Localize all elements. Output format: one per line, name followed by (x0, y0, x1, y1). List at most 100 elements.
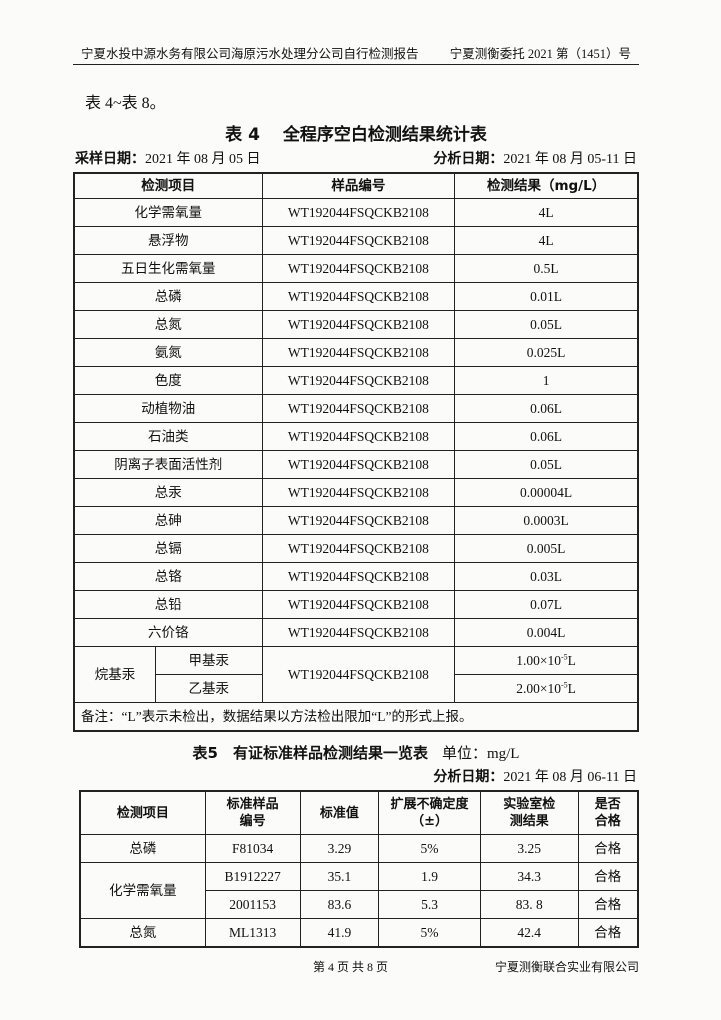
sample-cell: WT192044FSQCKB2108 (261, 450, 456, 479)
table-row: 五日生化需氧量 WT192044FSQCKB2108 0.5L (73, 254, 639, 283)
report-page: 宁夏水投中源水务有限公司海原污水处理分公司自行检测报告 宁夏测衡委托 2021 … (73, 0, 639, 976)
subitem-cell: 甲基汞 (155, 646, 263, 675)
column-header: 扩展不确定度（±） (378, 790, 481, 835)
sampling-date: 采样日期：2021 年 08 月 05 日 (75, 151, 261, 167)
item-cell: 动植物油 (73, 394, 263, 423)
item-cell: 总磷 (73, 282, 263, 311)
result-cell: 0.025L (454, 338, 639, 367)
table-row: 烷基汞 甲基汞 WT192044FSQCKB2108 1.00×10-5L (73, 646, 639, 703)
table-row: 色度 WT192044FSQCKB2108 1 (73, 366, 639, 395)
sample-cell: WT192044FSQCKB2108 (261, 590, 456, 619)
table-cell: 35.1 (299, 862, 380, 891)
table-cell: 41.9 (299, 918, 380, 948)
sample-cell: WT192044FSQCKB2108 (261, 198, 456, 227)
item-cell: 总汞 (73, 478, 263, 507)
result-cell: 1 (454, 366, 639, 395)
header-right: 宁夏测衡委托 2021 第（1451）号 (449, 47, 631, 61)
table-cell: 42.4 (479, 918, 579, 948)
table-header-row: 检测项目 样品编号 检测结果（mg/L） (73, 172, 639, 199)
analysis-date: 分析日期：2021 年 08 月 05-11 日 (433, 151, 637, 167)
result-cell: 0.005L (454, 534, 639, 563)
table-row: 总铬 WT192044FSQCKB2108 0.03L (73, 562, 639, 591)
table-row: 悬浮物 WT192044FSQCKB2108 4L (73, 226, 639, 255)
sample-cell: WT192044FSQCKB2108 (261, 506, 456, 535)
header-left: 宁夏水投中源水务有限公司海原污水处理分公司自行检测报告 (81, 47, 419, 61)
sample-cell: WT192044FSQCKB2108 (261, 646, 456, 703)
item-cell: 总镉 (73, 534, 263, 563)
table-row: 阴离子表面活性剂 WT192044FSQCKB2108 0.05L (73, 450, 639, 479)
table5-meta: 分析日期：2021 年 08 月 06-11 日 (73, 767, 639, 788)
table-cell: 合格 (577, 834, 639, 863)
table-header-row: 检测项目 标准样品编号 标准值 扩展不确定度（±） 实验室检测结果 是否合格 (79, 790, 639, 835)
table-cell: B1912227 (204, 862, 301, 891)
sample-cell: WT192044FSQCKB2108 (261, 226, 456, 255)
sample-cell: WT192044FSQCKB2108 (261, 310, 456, 339)
column-header: 是否合格 (577, 790, 639, 835)
sample-cell: WT192044FSQCKB2108 (261, 562, 456, 591)
sample-cell: WT192044FSQCKB2108 (261, 618, 456, 647)
table-cell: 83.6 (299, 890, 380, 919)
table-row: 总氮 WT192044FSQCKB2108 0.05L (73, 310, 639, 339)
blank-results-table: 检测项目 样品编号 检测结果（mg/L） 化学需氧量 WT192044FSQCKB… (73, 172, 639, 732)
result-cell: 0.05L (454, 450, 639, 479)
result-cell: 0.004L (454, 618, 639, 647)
table-note: 备注：“L”表示未检出，数据结果以方法检出限加“L”的形式上报。 (73, 702, 639, 732)
table-row: 化学需氧量 B1912227 35.1 1.9 34.3 合格 (79, 862, 639, 919)
table-cell: 5% (378, 918, 481, 948)
sample-cell: WT192044FSQCKB2108 (261, 394, 456, 423)
column-header: 检测项目 (73, 172, 263, 199)
result-cell: 0.07L (454, 590, 639, 619)
table-row: 总氮 ML1313 41.9 5% 42.4 合格 (79, 918, 639, 948)
table-cell: 合格 (577, 918, 639, 948)
table5-analysis-date: 分析日期：2021 年 08 月 06-11 日 (433, 769, 637, 785)
page-footer: 第 4 页 共 8 页 宁夏测衡联合实业有限公司 (73, 958, 639, 976)
sample-cell: WT192044FSQCKB2108 (261, 478, 456, 507)
column-header: 检测项目 (79, 790, 206, 835)
sample-cell: WT192044FSQCKB2108 (261, 254, 456, 283)
table-row: 总磷 F81034 3.29 5% 3.25 合格 (79, 834, 639, 863)
column-header: 标准值 (299, 790, 380, 835)
table-cell: 总磷 (79, 834, 206, 863)
subitem-cell: 乙基汞 (155, 674, 263, 703)
sample-cell: WT192044FSQCKB2108 (261, 282, 456, 311)
table-row: 乙基汞 2.00×10-5L (74, 674, 639, 703)
item-cell: 石油类 (73, 422, 263, 451)
result-cell: 1.00×10-5L (454, 646, 639, 675)
item-cell: 总铅 (73, 590, 263, 619)
table-row: 石油类 WT192044FSQCKB2108 0.06L (73, 422, 639, 451)
table5-title: 表5 有证标准样品检测结果一览表 单位：mg/L (192, 744, 520, 762)
result-cell: 4L (454, 198, 639, 227)
table-row: 总铅 WT192044FSQCKB2108 0.07L (73, 590, 639, 619)
table-row: 2001153 83.6 5.3 83. 8 合格 (80, 890, 639, 919)
sample-cell: WT192044FSQCKB2108 (261, 534, 456, 563)
table4-title: 表 4 全程序空白检测结果统计表 (225, 125, 487, 145)
item-cell: 色度 (73, 366, 263, 395)
item-cell: 总砷 (73, 506, 263, 535)
item-cell: 化学需氧量 (73, 198, 263, 227)
table-cell: 总氮 (79, 918, 206, 948)
item-cell: 悬浮物 (73, 226, 263, 255)
column-header: 样品编号 (261, 172, 456, 199)
result-cell: 0.06L (454, 422, 639, 451)
result-cell: 4L (454, 226, 639, 255)
result-cell: 0.01L (454, 282, 639, 311)
table-cell: 3.29 (299, 834, 380, 863)
table-cell: 83. 8 (479, 890, 579, 919)
page-number: 第 4 页 共 8 页 (313, 960, 389, 974)
result-cell: 0.03L (454, 562, 639, 591)
item-cell: 六价铬 (73, 618, 263, 647)
table-cell: 3.25 (479, 834, 579, 863)
sample-cell: WT192044FSQCKB2108 (261, 422, 456, 451)
item-cell: 氨氮 (73, 338, 263, 367)
table-row: 六价铬 WT192044FSQCKB2108 0.004L (73, 618, 639, 647)
result-cell: 0.5L (454, 254, 639, 283)
column-header: 实验室检测结果 (479, 790, 579, 835)
table-cell: 5.3 (378, 890, 481, 919)
table-row: 总汞 WT192044FSQCKB2108 0.00004L (73, 478, 639, 507)
table-cell: 合格 (577, 890, 639, 919)
table-cell: 化学需氧量 (79, 862, 206, 919)
note-row: 备注：“L”表示未检出，数据结果以方法检出限加“L”的形式上报。 (73, 702, 639, 732)
table-row: 总磷 WT192044FSQCKB2108 0.01L (73, 282, 639, 311)
item-cell: 总氮 (73, 310, 263, 339)
table-cell: 1.9 (378, 862, 481, 891)
